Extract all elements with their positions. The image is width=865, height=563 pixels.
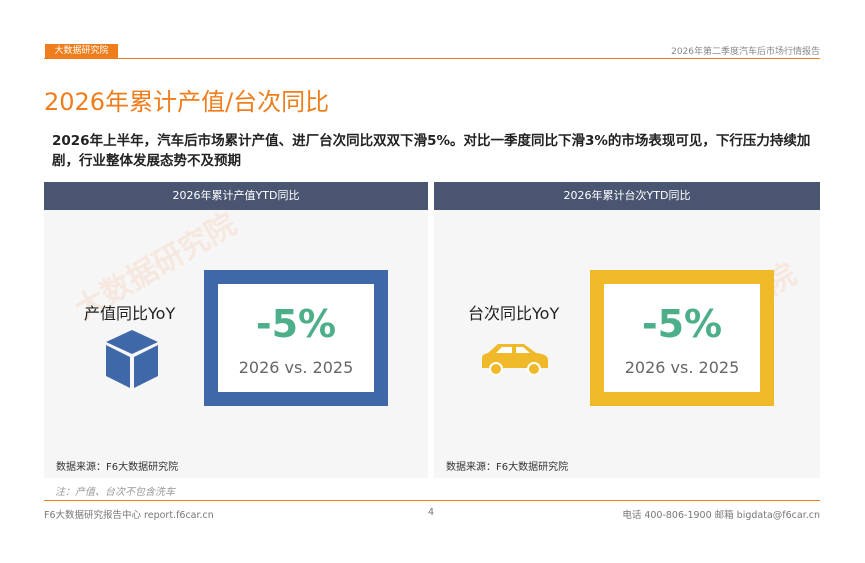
cube-icon [106, 330, 158, 388]
value-frame: -5% 2026 vs. 2025 [204, 270, 388, 406]
header-line [44, 58, 820, 59]
page-number: 4 [428, 507, 435, 518]
value: -5% [641, 302, 723, 346]
value: -5% [255, 302, 337, 346]
source: 数据来源：F6大数据研究院 [56, 462, 179, 473]
comparison: 2026 vs. 2025 [238, 358, 354, 377]
comparison: 2026 vs. 2025 [624, 358, 740, 377]
summary: 2026年上半年，汽车后市场累计产值、进厂台次同比双双下滑5%。对比一季度同比下… [52, 133, 811, 169]
note: 注：产值、台次不包含洗车 [55, 487, 175, 498]
panel: 2026年累计台次YTD同比 大数据研究院 台次同比YoY -5% 2026 v… [434, 182, 820, 478]
value-frame: -5% 2026 vs. 2025 [590, 270, 774, 406]
footer-left: F6大数据研究报告中心 report.f6car.cn [44, 510, 214, 521]
footer-right: 电话 400-806-1900 邮箱 bigdata@f6car.cn [622, 510, 820, 521]
logo: 大数据研究院 [45, 44, 118, 58]
title: 2026年累计产值/台次同比 [44, 88, 330, 116]
car-icon [482, 344, 548, 376]
label: 台次同比YoY [468, 304, 560, 323]
label: 产值同比YoY [84, 304, 176, 323]
footer-line [44, 500, 820, 501]
source: 数据来源：F6大数据研究院 [446, 462, 569, 473]
report-name: 2026年第二季度汽车后市场行情报告 [671, 47, 820, 57]
panel-heading: 2026年累计产值YTD同比 [44, 182, 428, 210]
panel: 2026年累计产值YTD同比 大数据研究院 产值同比YoY -5% 2026 v… [44, 182, 428, 478]
panel-heading: 2026年累计台次YTD同比 [434, 182, 820, 210]
